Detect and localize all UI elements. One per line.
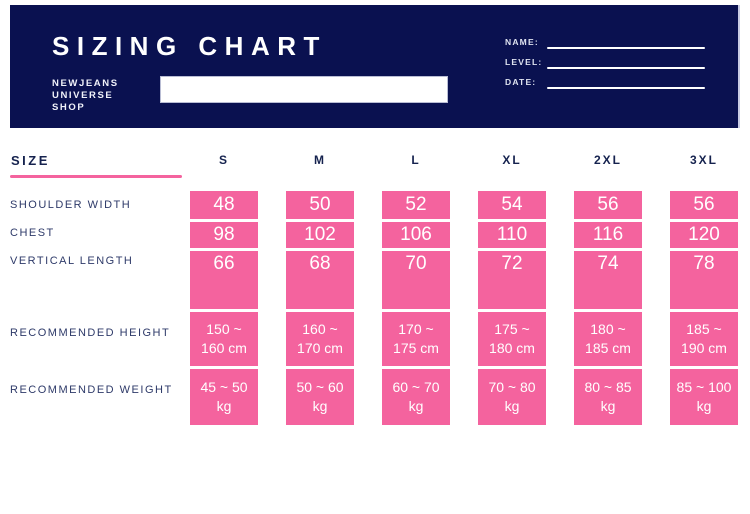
- name-field-row: NAME:: [505, 37, 705, 50]
- size-header: SIZE: [11, 153, 50, 168]
- level-field-row: LEVEL:: [505, 57, 705, 70]
- level-field-line: [547, 67, 705, 69]
- page-title: SIZING CHART: [52, 31, 327, 61]
- cell-shoulder-width-xl: 54: [478, 191, 546, 219]
- header-banner: SIZING CHART NEWJEANS UNIVERSE SHOP NAME…: [10, 5, 740, 128]
- cell-recommended-weight-2xl: 80 ~ 85 kg: [574, 369, 642, 425]
- row-label-recommended-weight: RECOMMENDED WEIGHT: [10, 384, 173, 396]
- shop-name-line-2: UNIVERSE: [52, 90, 114, 101]
- cell-recommended-weight-s: 45 ~ 50 kg: [190, 369, 258, 425]
- size-column-2xl: 56 116 74 180 ~ 185 cm 80 ~ 85 kg: [574, 191, 642, 425]
- size-column-m: 50 102 68 160 ~ 170 cm 50 ~ 60 kg: [286, 191, 354, 425]
- shop-name: NEWJEANS UNIVERSE SHOP: [52, 78, 119, 114]
- cell-chest-l: 106: [382, 222, 450, 248]
- size-column-l: 52 106 70 170 ~ 175 cm 60 ~ 70 kg: [382, 191, 450, 425]
- date-field-label: DATE:: [505, 77, 537, 87]
- level-field-label: LEVEL:: [505, 57, 543, 67]
- column-header-3xl: 3XL: [689, 153, 718, 167]
- cell-vertical-length-3xl: 78: [670, 251, 738, 309]
- cell-recommended-weight-m: 50 ~ 60 kg: [286, 369, 354, 425]
- header-blank-input[interactable]: [160, 76, 448, 103]
- cell-recommended-weight-l: 60 ~ 70 kg: [382, 369, 450, 425]
- cell-vertical-length-l: 70: [382, 251, 450, 309]
- cell-recommended-height-s: 150 ~ 160 cm: [190, 312, 258, 366]
- cell-recommended-weight-xl: 70 ~ 80 kg: [478, 369, 546, 425]
- date-field-row: DATE:: [505, 77, 705, 90]
- row-label-vertical-length: VERTICAL LENGTH: [10, 255, 134, 267]
- cell-shoulder-width-s: 48: [190, 191, 258, 219]
- size-underline: [10, 175, 182, 178]
- name-field-line: [547, 47, 705, 49]
- cell-vertical-length-2xl: 74: [574, 251, 642, 309]
- size-column-3xl: 56 120 78 185 ~ 190 cm 85 ~ 100 kg: [670, 191, 738, 425]
- form-block: NAME: LEVEL: DATE:: [505, 37, 705, 97]
- cell-recommended-height-xl: 175 ~ 180 cm: [478, 312, 546, 366]
- cell-chest-m: 102: [286, 222, 354, 248]
- shop-name-line-3: SHOP: [52, 102, 86, 113]
- column-header-m: M: [314, 153, 326, 167]
- cell-chest-2xl: 116: [574, 222, 642, 248]
- cell-chest-xl: 110: [478, 222, 546, 248]
- cell-shoulder-width-2xl: 56: [574, 191, 642, 219]
- cell-recommended-height-m: 160 ~ 170 cm: [286, 312, 354, 366]
- row-label-recommended-height: RECOMMENDED HEIGHT: [10, 327, 171, 339]
- cell-vertical-length-xl: 72: [478, 251, 546, 309]
- row-label-chest: CHEST: [10, 227, 55, 239]
- size-column-s: 48 98 66 150 ~ 160 cm 45 ~ 50 kg: [190, 191, 258, 425]
- date-field-line: [547, 87, 705, 89]
- column-header-s: S: [218, 153, 229, 167]
- cell-vertical-length-s: 66: [190, 251, 258, 309]
- size-column-xl: 54 110 72 175 ~ 180 cm 70 ~ 80 kg: [478, 191, 546, 425]
- cell-chest-3xl: 120: [670, 222, 738, 248]
- column-header-xl: XL: [502, 153, 522, 167]
- cell-recommended-height-l: 170 ~ 175 cm: [382, 312, 450, 366]
- row-label-shoulder-width: SHOULDER WIDTH: [10, 199, 132, 211]
- shop-name-line-1: NEWJEANS: [52, 78, 119, 89]
- cell-shoulder-width-m: 50: [286, 191, 354, 219]
- cell-vertical-length-m: 68: [286, 251, 354, 309]
- name-field-label: NAME:: [505, 37, 539, 47]
- column-header-2xl: 2XL: [593, 153, 622, 167]
- cell-recommended-height-3xl: 185 ~ 190 cm: [670, 312, 738, 366]
- cell-shoulder-width-l: 52: [382, 191, 450, 219]
- column-header-l: L: [411, 153, 421, 167]
- cell-recommended-height-2xl: 180 ~ 185 cm: [574, 312, 642, 366]
- cell-recommended-weight-3xl: 85 ~ 100 kg: [670, 369, 738, 425]
- cell-shoulder-width-3xl: 56: [670, 191, 738, 219]
- cell-chest-s: 98: [190, 222, 258, 248]
